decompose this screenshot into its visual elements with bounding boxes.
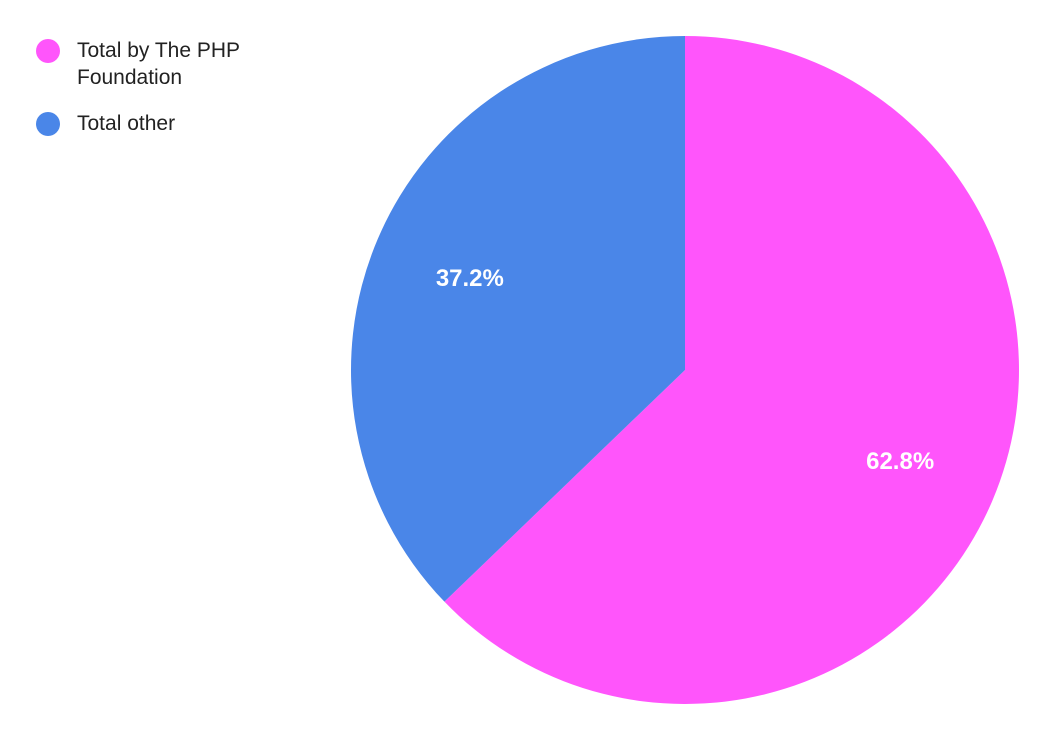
pie-slice-0 [444,36,1019,704]
legend-item-php-foundation: Total by The PHP Foundation [36,37,286,91]
pie-slices [350,36,1019,704]
legend-swatch-php-foundation [36,39,60,63]
pie-slice-labels: 62.8% 37.2% [436,265,934,475]
pie-slice-label-0: 62.8% [866,448,934,475]
legend-swatch-other [36,112,60,136]
legend-label-php-foundation: Total by The PHP Foundation [77,39,240,89]
legend-label-other: Total other [77,112,176,135]
legend-item-other: Total other [36,110,286,137]
chart-legend: Total by The PHP Foundation Total other [36,37,286,156]
pie-slice-label-1: 37.2% [436,265,504,292]
pie-slice-1 [350,36,685,602]
